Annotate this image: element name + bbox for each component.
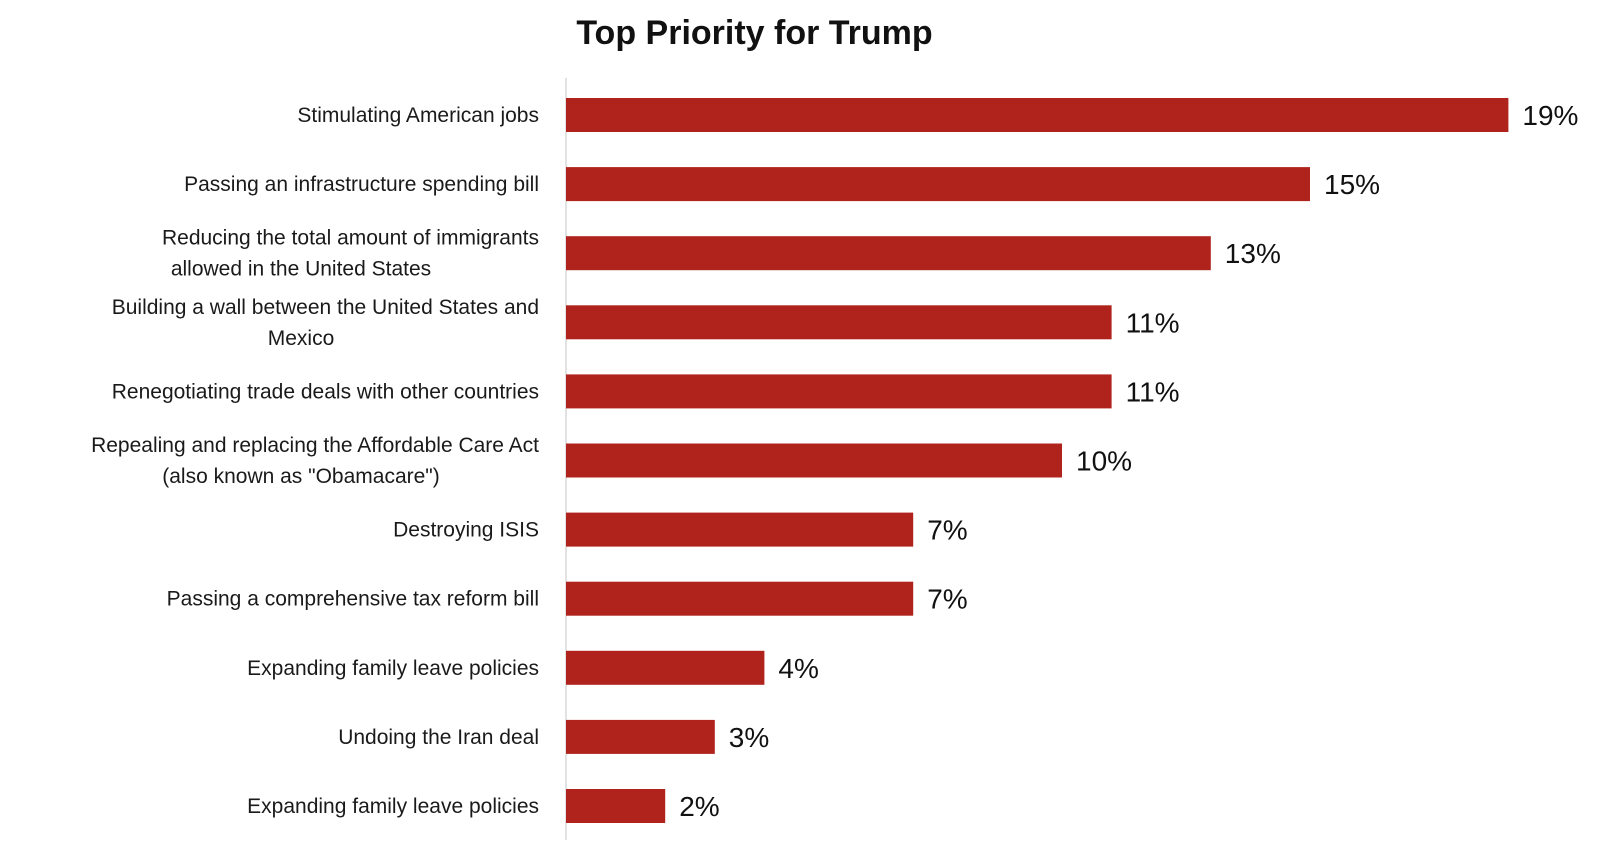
category-label: Expanding family leave policies [247,657,539,680]
data-label: 19% [1522,100,1578,131]
category-label: Reducing the total amount of immigrants [162,227,539,250]
bar [566,789,666,823]
chart-title: Top Priority for Trump [576,14,933,52]
category-label: Building a wall between the United State… [112,296,539,319]
bar [566,443,1062,478]
bar [566,374,1112,409]
category-label: Expanding family leave policies [247,795,539,818]
data-label: 10% [1076,446,1132,477]
data-label: 11% [1126,307,1180,338]
bar [566,581,914,616]
data-label: 13% [1225,238,1281,269]
bar [566,305,1112,340]
category-label: Stimulating American jobs [297,104,539,127]
category-label: Passing a comprehensive tax reform bill [167,588,539,611]
category-label: Repealing and replacing the Affordable C… [91,434,539,457]
data-label: 3% [729,722,769,753]
bar [566,167,1310,202]
category-label: Passing an infrastructure spending bill [184,173,539,196]
bar [566,98,1509,132]
category-label: allowed in the United States [171,258,431,281]
data-label: 15% [1324,169,1380,200]
bar [566,236,1211,271]
bar [566,512,914,547]
data-label: 7% [927,584,967,615]
data-label: 2% [679,791,719,822]
category-label: (also known as "Obamacare") [162,465,440,488]
data-label: 11% [1126,376,1180,407]
data-label: 4% [778,653,818,684]
bar [566,719,715,754]
category-label: Renegotiating trade deals with other cou… [112,380,539,403]
category-label: Mexico [268,327,335,350]
bar [566,650,765,685]
category-label: Undoing the Iran deal [338,726,539,749]
category-label: Destroying ISIS [393,519,539,542]
data-label: 7% [927,515,967,546]
